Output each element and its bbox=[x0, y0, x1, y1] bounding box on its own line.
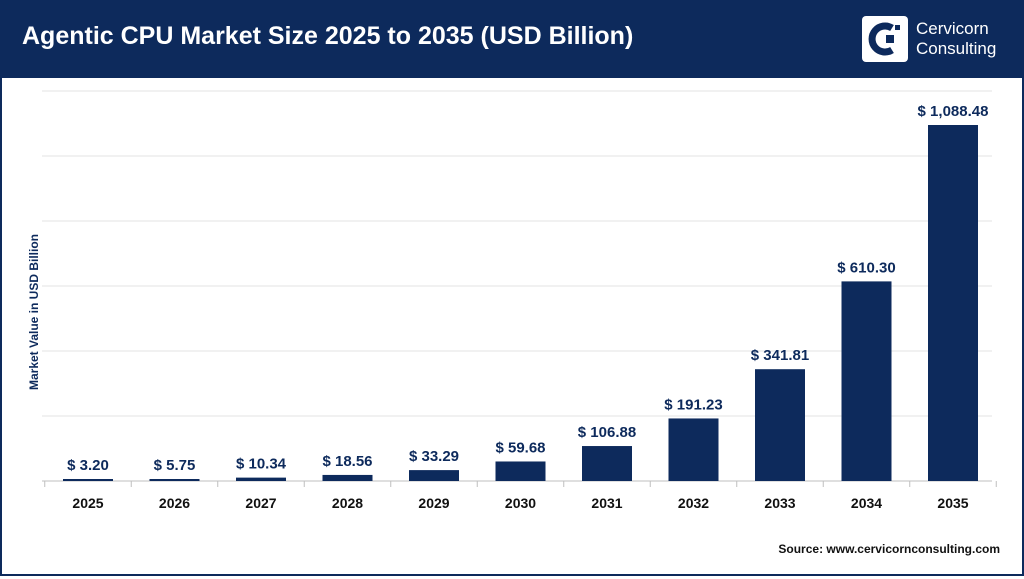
header-bar: Agentic CPU Market Size 2025 to 2035 (US… bbox=[2, 2, 1022, 78]
value-label-2028: $ 18.56 bbox=[322, 453, 372, 470]
value-label-2031: $ 106.88 bbox=[578, 424, 636, 441]
logo-line-2: Consulting bbox=[916, 39, 997, 58]
value-label-2034: $ 610.30 bbox=[837, 259, 895, 276]
bar-2027 bbox=[236, 477, 286, 481]
company-logo: Cervicorn Consulting bbox=[862, 16, 1012, 64]
x-tick-label-2034: 2034 bbox=[851, 495, 882, 511]
value-label-2035: $ 1,088.48 bbox=[918, 103, 989, 120]
bar-2032 bbox=[668, 418, 719, 481]
x-tick-label-2033: 2033 bbox=[764, 495, 795, 511]
bar-2030 bbox=[495, 461, 546, 481]
bar-2028 bbox=[322, 474, 373, 481]
bar-2035 bbox=[928, 125, 978, 481]
x-tick-label-2032: 2032 bbox=[678, 495, 709, 511]
gridlines bbox=[42, 90, 997, 487]
bar-2025 bbox=[63, 479, 113, 481]
x-tick-labels: 2025 2026 2027 2028 2029 2030 2031 2032 2033 2034… bbox=[72, 495, 968, 511]
value-label-2029: $ 33.29 bbox=[409, 448, 459, 465]
value-label-2026: $ 5.75 bbox=[154, 457, 196, 474]
value-label-2027: $ 10.34 bbox=[236, 456, 287, 473]
logo-line-1: Cervicorn bbox=[916, 19, 989, 38]
x-tick-label-2035: 2035 bbox=[937, 495, 968, 511]
value-labels: $ 3.20 $ 5.75 $ 10.34 $ 18.56 $ 33.29 $ 59.68… bbox=[67, 103, 988, 474]
bar-2033 bbox=[755, 369, 805, 481]
bar-2034 bbox=[841, 281, 892, 481]
x-tick-label-2025: 2025 bbox=[72, 495, 103, 511]
value-label-2030: $ 59.68 bbox=[495, 439, 545, 456]
bar-2026 bbox=[149, 479, 200, 481]
source-note: Source: www.cervicornconsulting.com bbox=[778, 542, 1000, 556]
value-label-2033: $ 341.81 bbox=[751, 347, 809, 364]
cervicorn-logo-icon bbox=[862, 16, 908, 62]
y-axis-label: Market Value in USD Billion bbox=[27, 233, 41, 391]
bars bbox=[63, 125, 978, 481]
value-label-2025: $ 3.20 bbox=[67, 457, 109, 474]
x-tick-label-2026: 2026 bbox=[159, 495, 190, 511]
x-tick-label-2028: 2028 bbox=[332, 495, 363, 511]
chart-area: $ 3.20 $ 5.75 $ 10.34 $ 18.56 $ 33.29 $ 59.68… bbox=[2, 78, 1022, 574]
bar-2029 bbox=[409, 470, 459, 481]
value-label-2032: $ 191.23 bbox=[664, 396, 722, 413]
x-tick-label-2027: 2027 bbox=[245, 495, 276, 511]
bar-chart: $ 3.20 $ 5.75 $ 10.34 $ 18.56 $ 33.29 $ 59.68… bbox=[42, 90, 997, 511]
bar-2031 bbox=[582, 446, 632, 481]
x-tick-label-2029: 2029 bbox=[418, 495, 449, 511]
chart-title: Agentic CPU Market Size 2025 to 2035 (US… bbox=[22, 22, 634, 50]
logo-text: Cervicorn Consulting bbox=[916, 19, 996, 59]
x-tick-label-2031: 2031 bbox=[591, 495, 622, 511]
x-tick-label-2030: 2030 bbox=[505, 495, 536, 511]
